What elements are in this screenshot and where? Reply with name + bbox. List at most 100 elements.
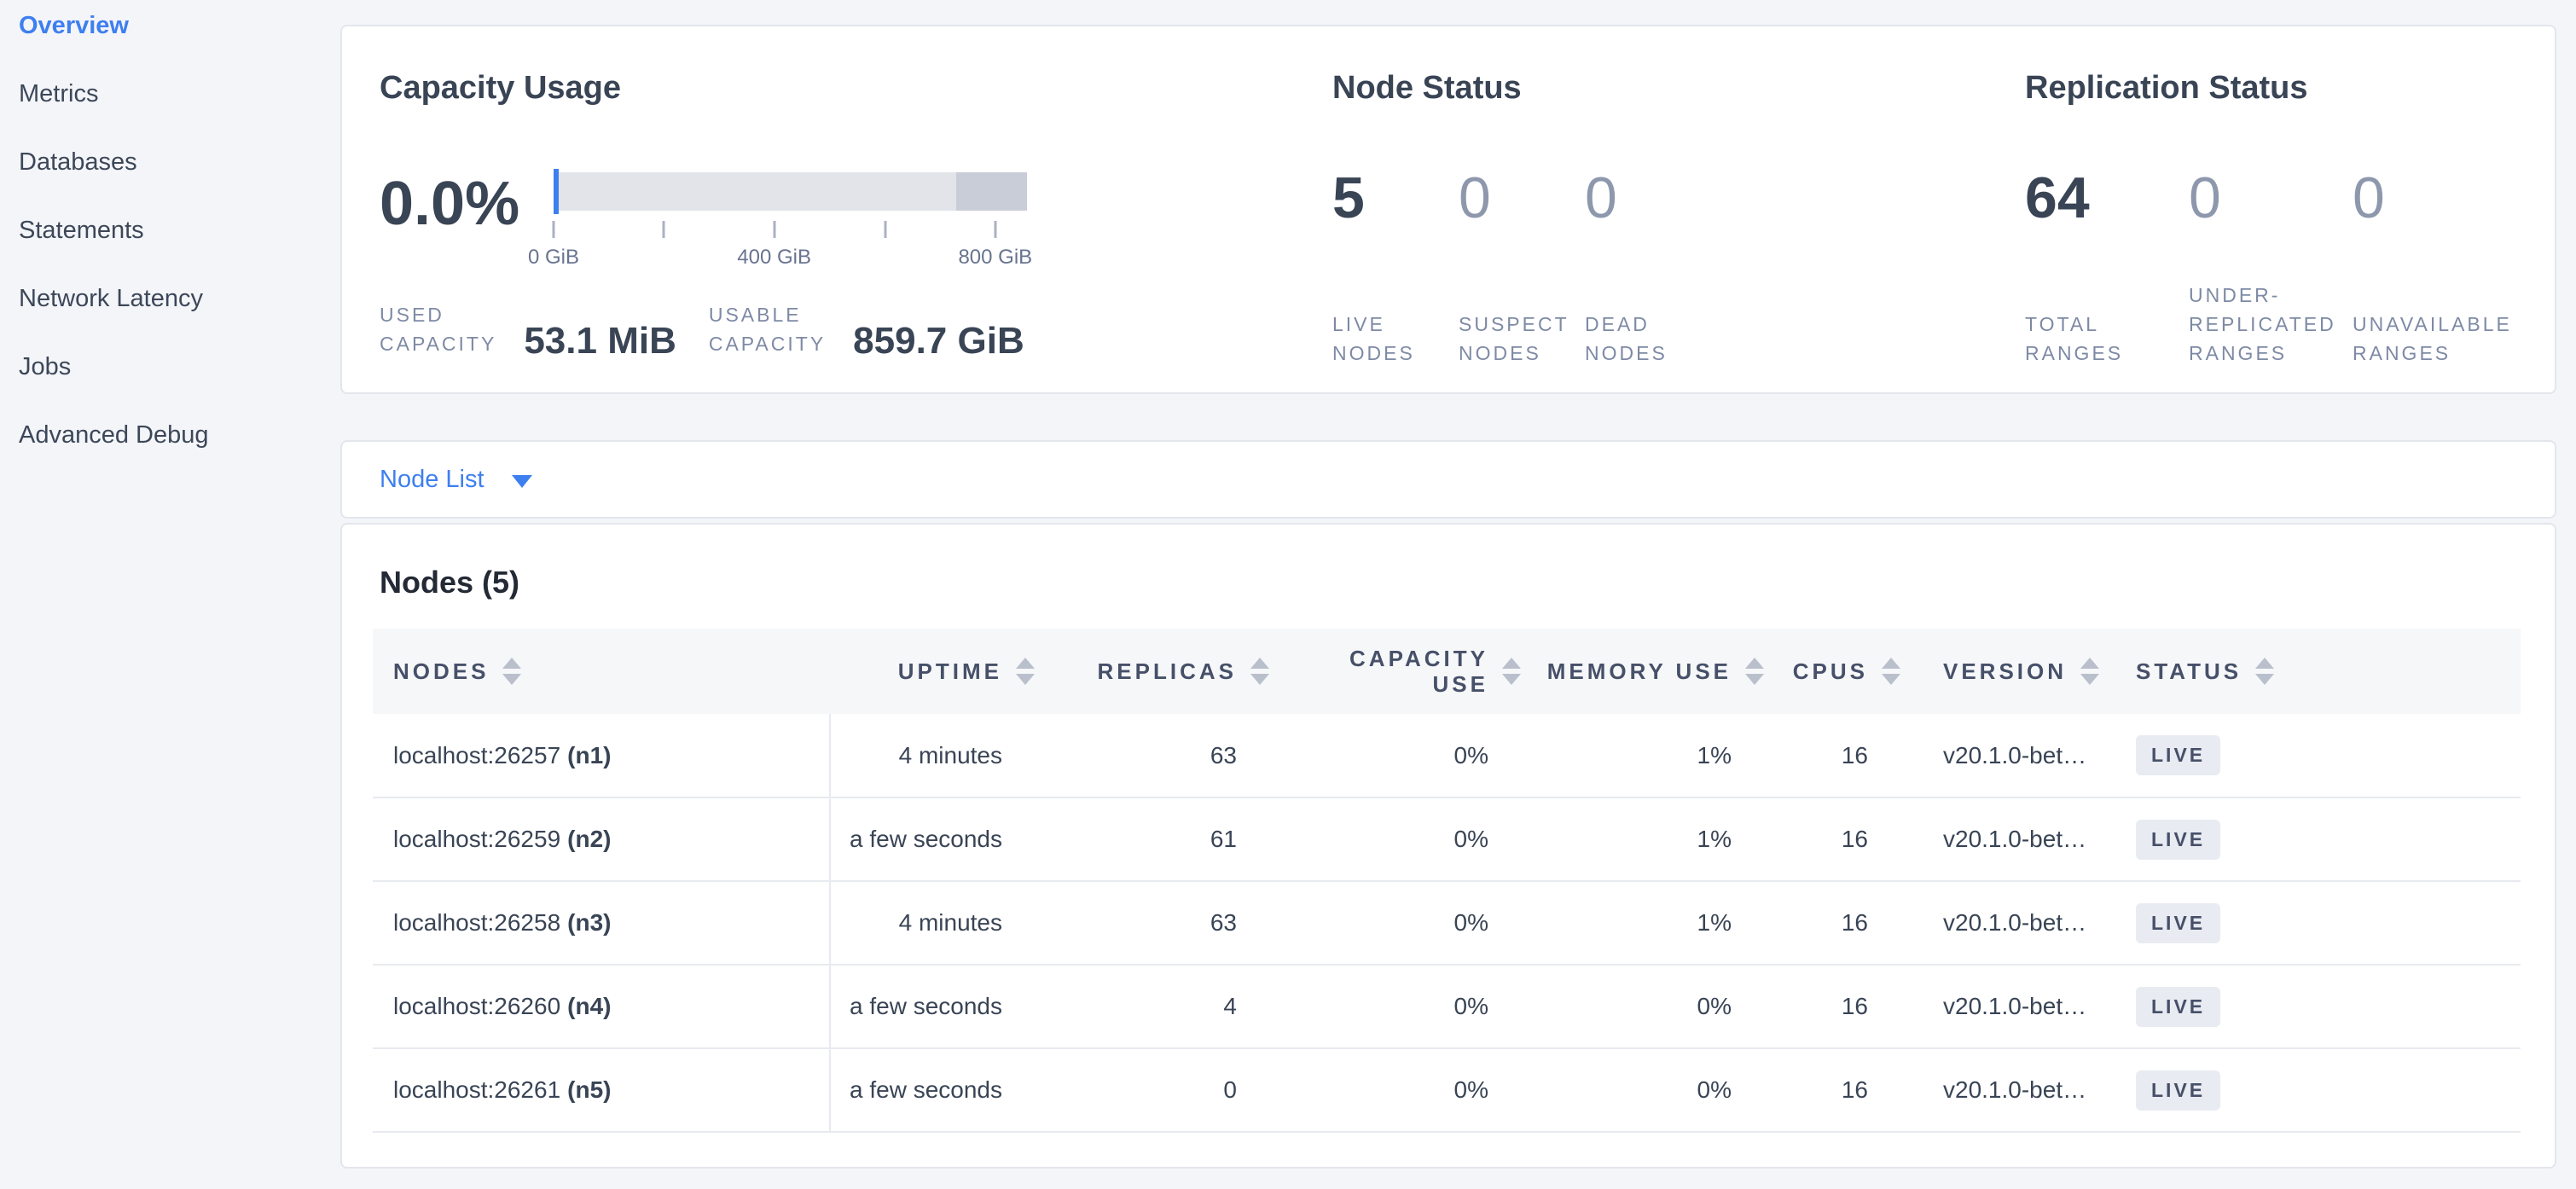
capacity-stats: USED CAPACITY 53.1 MiB USABLE CAPACITY 8… bbox=[380, 300, 1326, 362]
table-row[interactable]: localhost:26261 (n5) a few seconds 0 0% 0… bbox=[373, 1048, 2521, 1133]
column-label: STATUS bbox=[2136, 658, 2242, 684]
cpus-cell: 16 bbox=[1740, 965, 1877, 1049]
axis-label-0: 0 GiB bbox=[527, 246, 580, 269]
sidebar-item-statements[interactable]: Statements bbox=[19, 217, 144, 244]
status-badge: LIVE bbox=[2136, 902, 2221, 943]
version-cell: v20.1.0-bet… bbox=[1877, 798, 2107, 882]
sidebar-item-metrics[interactable]: Metrics bbox=[19, 80, 99, 107]
cpus-cell: 16 bbox=[1740, 1048, 1877, 1133]
chevron-down-icon bbox=[511, 474, 532, 488]
node-list-selector-card: Node List bbox=[340, 440, 2556, 519]
status-badge: LIVE bbox=[2136, 819, 2221, 860]
column-header-uptime[interactable]: UPTIME bbox=[830, 629, 1035, 714]
replicas-cell: 61 bbox=[1011, 798, 1245, 882]
node-address[interactable]: localhost:26259 bbox=[393, 826, 561, 852]
status-badge: LIVE bbox=[2136, 1070, 2221, 1111]
capacity-bar-available-segment bbox=[554, 172, 956, 211]
node-address[interactable]: localhost:26261 bbox=[393, 1076, 561, 1103]
replicas-cell: 0 bbox=[1011, 1048, 1245, 1133]
sort-icon[interactable] bbox=[1016, 658, 1035, 685]
dead-nodes-label: DEAD NODES bbox=[1585, 313, 1668, 364]
sidebar-item-databases[interactable]: Databases bbox=[19, 148, 137, 176]
dead-nodes-stat: 0 DEAD NODES bbox=[1585, 161, 1711, 368]
node-address[interactable]: localhost:26260 bbox=[393, 993, 561, 1019]
column-header-status[interactable]: STATUS bbox=[2107, 629, 2521, 714]
replicas-cell: 63 bbox=[1011, 881, 1245, 966]
node-status-panel: Node Status 5 LIVE NODES 0 SUSPECT NODES… bbox=[1332, 67, 1998, 368]
axis-tick bbox=[773, 221, 776, 238]
uptime-cell: a few seconds bbox=[830, 798, 1011, 882]
column-header-nodes[interactable]: NODES bbox=[373, 629, 830, 714]
column-header-memory-use[interactable]: MEMORY USE bbox=[1497, 629, 1764, 714]
node-list-label: Node List bbox=[380, 465, 484, 493]
uptime-cell: 4 minutes bbox=[830, 714, 1011, 798]
dead-nodes-value: 0 bbox=[1585, 165, 1617, 230]
table-row[interactable]: localhost:26257 (n1) 4 minutes 63 0% 1% 1… bbox=[373, 714, 2521, 798]
column-label: CPUS bbox=[1792, 658, 1868, 684]
column-header-version[interactable]: VERSION bbox=[1877, 629, 2107, 714]
column-label: NODES bbox=[393, 658, 490, 684]
cpus-cell: 16 bbox=[1740, 798, 1877, 882]
node-id: (n2) bbox=[567, 826, 612, 852]
table-row[interactable]: localhost:26259 (n2) a few seconds 61 0% … bbox=[373, 798, 2521, 882]
node-status-stats: 5 LIVE NODES 0 SUSPECT NODES 0 DEAD NODE… bbox=[1332, 161, 1998, 368]
sort-icon[interactable] bbox=[2080, 658, 2100, 685]
sidebar: Overview Metrics Databases Statements Ne… bbox=[19, 9, 326, 486]
under-replicated-ranges-value: 0 bbox=[2189, 165, 2221, 230]
suspect-nodes-stat: 0 SUSPECT NODES bbox=[1459, 161, 1585, 368]
sort-icon[interactable] bbox=[1502, 658, 1521, 685]
node-status-title: Node Status bbox=[1332, 70, 1522, 106]
capacity-use-cell: 0% bbox=[1245, 1048, 1497, 1133]
sort-icon[interactable] bbox=[2255, 658, 2275, 685]
capacity-use-cell: 0% bbox=[1245, 714, 1497, 798]
uptime-cell: a few seconds bbox=[830, 1048, 1011, 1133]
sort-icon[interactable] bbox=[1882, 658, 1900, 685]
axis-label-800: 800 GiB bbox=[958, 246, 1033, 269]
replication-status-panel: Replication Status 64 TOTAL RANGES 0 UND… bbox=[2025, 67, 2576, 368]
version-cell: v20.1.0-bet… bbox=[1877, 714, 2107, 798]
memory-use-cell: 0% bbox=[1497, 965, 1740, 1049]
used-capacity-value: 53.1 MiB bbox=[524, 320, 676, 362]
column-header-replicas[interactable]: REPLICAS bbox=[1011, 629, 1269, 714]
table-header-row: NODES UPTIME REPLICAS CAPACITY bbox=[373, 629, 2521, 714]
node-id: (n3) bbox=[567, 909, 612, 936]
live-nodes-label: LIVE NODES bbox=[1332, 313, 1415, 364]
column-header-capacity-use[interactable]: CAPACITY USE bbox=[1245, 629, 1521, 714]
memory-use-cell: 1% bbox=[1497, 714, 1740, 798]
axis-label-400: 400 GiB bbox=[737, 246, 811, 269]
usable-capacity-label: USABLE CAPACITY bbox=[708, 304, 827, 355]
table-row[interactable]: localhost:26260 (n4) a few seconds 4 0% 0… bbox=[373, 965, 2521, 1049]
capacity-use-cell: 0% bbox=[1245, 965, 1497, 1049]
capacity-gauge: 0.0% 0 GiB 400 GiB 800 GiB bbox=[380, 154, 1326, 269]
sort-icon[interactable] bbox=[502, 658, 522, 685]
uptime-cell: 4 minutes bbox=[830, 881, 1011, 966]
sidebar-item-advanced-debug[interactable]: Advanced Debug bbox=[19, 421, 209, 449]
sort-icon[interactable] bbox=[1745, 658, 1764, 685]
replicas-cell: 63 bbox=[1011, 714, 1245, 798]
axis-tick bbox=[662, 221, 665, 238]
under-replicated-ranges-stat: 0 UNDER- REPLICATED RANGES bbox=[2189, 161, 2353, 368]
suspect-nodes-value: 0 bbox=[1459, 165, 1491, 230]
total-ranges-value: 64 bbox=[2025, 165, 2090, 230]
nodes-section-title: Nodes (5) bbox=[380, 565, 520, 600]
node-list-dropdown[interactable]: Node List bbox=[380, 466, 532, 494]
node-address[interactable]: localhost:26258 bbox=[393, 909, 561, 936]
capacity-usage-panel: Capacity Usage 0.0% 0 GiB 400 GiB 800 Gi… bbox=[380, 67, 1326, 362]
column-label: VERSION bbox=[1943, 658, 2068, 684]
column-header-cpus[interactable]: CPUS bbox=[1740, 629, 1900, 714]
version-cell: v20.1.0-bet… bbox=[1877, 881, 2107, 966]
sort-icon[interactable] bbox=[1250, 658, 1269, 685]
column-label-line2: USE bbox=[1432, 671, 1488, 697]
node-id: (n1) bbox=[567, 741, 612, 768]
replication-stats: 64 TOTAL RANGES 0 UNDER- REPLICATED RANG… bbox=[2025, 161, 2576, 368]
sidebar-item-overview[interactable]: Overview bbox=[19, 12, 129, 39]
unavailable-ranges-value: 0 bbox=[2353, 165, 2385, 230]
version-cell: v20.1.0-bet… bbox=[1877, 965, 2107, 1049]
table-row[interactable]: localhost:26258 (n3) 4 minutes 63 0% 1% 1… bbox=[373, 881, 2521, 966]
axis-tick bbox=[552, 221, 555, 238]
under-replicated-ranges-label: UNDER- REPLICATED RANGES bbox=[2189, 284, 2336, 364]
uptime-cell: a few seconds bbox=[830, 965, 1011, 1049]
node-address[interactable]: localhost:26257 bbox=[393, 741, 561, 768]
sidebar-item-network-latency[interactable]: Network Latency bbox=[19, 285, 203, 312]
sidebar-item-jobs[interactable]: Jobs bbox=[19, 353, 72, 380]
